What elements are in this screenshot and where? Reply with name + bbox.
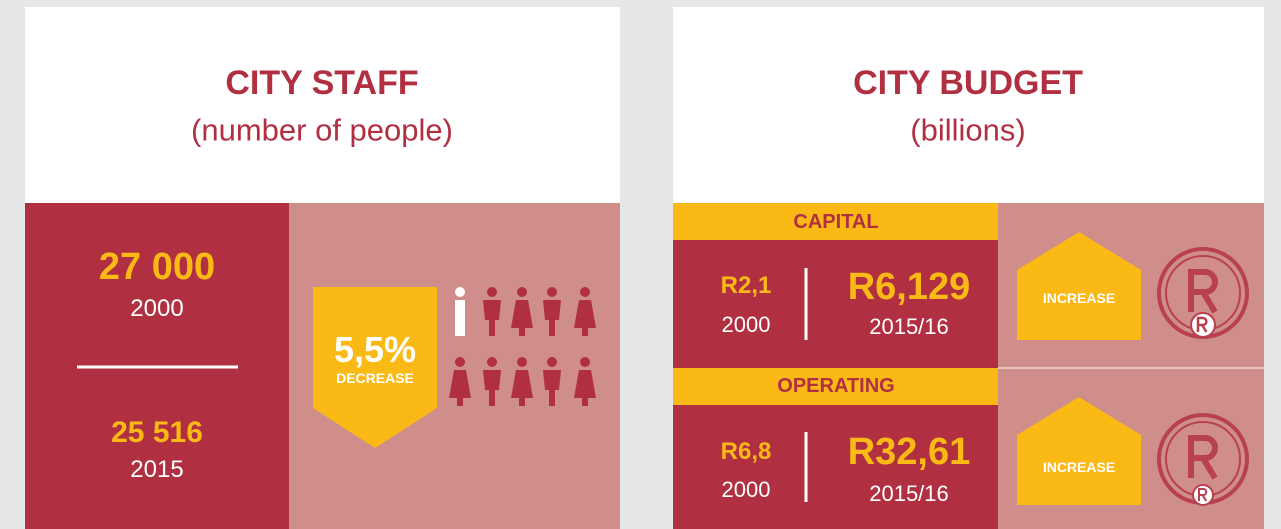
year: 2000: [130, 295, 184, 322]
increase-arrow: [1017, 397, 1141, 505]
rand-icon: [1157, 413, 1249, 506]
value: 27 000: [98, 246, 216, 288]
decrease-arrow: [313, 287, 437, 448]
capital-panel: [673, 240, 998, 368]
change-value: 5,5%: [333, 329, 417, 370]
subtitle: (billions): [910, 112, 1026, 148]
value: 25 516: [111, 416, 203, 449]
year: 2000: [721, 477, 771, 502]
title: CITY BUDGET: [853, 64, 1083, 102]
change-label: DECREASE: [336, 370, 414, 386]
year: 2015/16: [869, 314, 949, 339]
title: CITY STAFF: [225, 64, 419, 102]
operating-panel: [673, 405, 998, 529]
rand-icon: [1157, 247, 1249, 339]
change-label: INCREASE: [1042, 459, 1116, 475]
value: R6,129: [847, 266, 971, 308]
increase-arrow: [1017, 232, 1141, 340]
value: R32,61: [847, 431, 971, 473]
budget-header: [673, 7, 1264, 203]
change-label: INCREASE: [1042, 290, 1116, 306]
year: 2015: [130, 456, 184, 483]
year: 2015/16: [869, 481, 949, 506]
people-icons: [449, 287, 596, 406]
year: 2000: [721, 312, 771, 337]
subtitle: (number of people): [191, 112, 453, 148]
section-name: OPERATING: [777, 375, 895, 397]
capital-band: [673, 203, 998, 240]
section-name: CAPITAL: [793, 211, 879, 233]
staff-header: [25, 7, 620, 203]
operating-band: [673, 368, 998, 405]
value: R2,1: [720, 272, 772, 299]
value: R6,8: [720, 438, 772, 465]
